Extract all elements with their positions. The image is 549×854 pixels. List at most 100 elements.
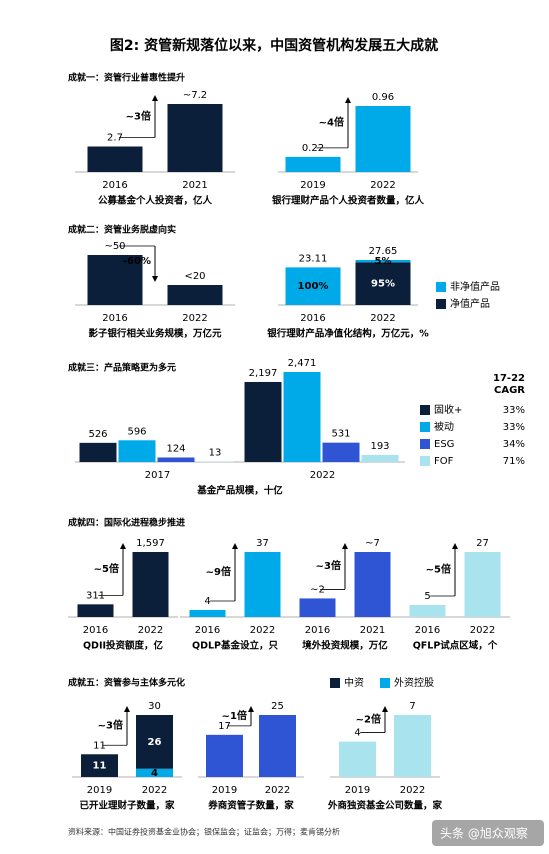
annotation: -60% bbox=[123, 256, 151, 267]
section-heading: 成就三：产品策略更为多元 bbox=[68, 362, 176, 374]
legend-swatch bbox=[420, 439, 430, 449]
bar bbox=[132, 552, 169, 617]
x-tick-label: 2017 bbox=[145, 470, 170, 481]
legend-swatch bbox=[420, 456, 430, 466]
bar bbox=[87, 146, 143, 172]
bar-segment bbox=[355, 260, 411, 263]
annotation: ~2倍 bbox=[356, 712, 381, 725]
x-tick-label: 2022 bbox=[310, 470, 335, 481]
x-label: QDLP基金设立，只 bbox=[192, 640, 278, 652]
legend-swatch bbox=[420, 422, 430, 432]
total-label: 23.11 bbox=[299, 253, 328, 264]
value-label: 2,197 bbox=[249, 368, 278, 379]
bar bbox=[167, 104, 223, 172]
bar bbox=[244, 552, 281, 617]
cagr-label: 33% bbox=[503, 422, 525, 433]
bar bbox=[206, 734, 243, 777]
legend-swatch bbox=[436, 299, 446, 309]
legend-label: 被动 bbox=[434, 420, 454, 433]
total-label: 27.65 bbox=[369, 246, 398, 257]
bar-segment bbox=[136, 768, 173, 777]
annotation: ~3倍 bbox=[316, 559, 341, 572]
x-label: 境外投资规模，万亿 bbox=[302, 640, 388, 652]
x-tick-label: 2016 bbox=[83, 625, 108, 636]
bar bbox=[244, 381, 282, 462]
value-label: 526 bbox=[88, 429, 107, 440]
bar bbox=[285, 156, 341, 172]
annotation: ~4倍 bbox=[319, 115, 344, 128]
x-label: QDII投资额度，亿 bbox=[83, 640, 164, 652]
x-tick-label: 2016 bbox=[195, 625, 220, 636]
value-label: 2,471 bbox=[288, 358, 317, 369]
x-tick-label: 2022 bbox=[138, 625, 163, 636]
x-tick-label: 2021 bbox=[182, 180, 207, 191]
cagr-label: 34% bbox=[503, 439, 525, 450]
bar bbox=[409, 604, 446, 617]
x-tick-label: 2022 bbox=[370, 180, 395, 191]
x-tick-label: 2021 bbox=[360, 625, 385, 636]
x-tick-label: 2022 bbox=[370, 313, 395, 324]
cagr-label: 71% bbox=[503, 456, 525, 467]
x-tick-label: 2019 bbox=[87, 785, 112, 796]
total-label: 30 bbox=[148, 701, 161, 712]
value-label: 2.7 bbox=[107, 133, 123, 144]
value-label: 311 bbox=[86, 590, 105, 601]
bar bbox=[355, 106, 411, 172]
bar bbox=[361, 454, 399, 462]
value-label: ~2 bbox=[310, 584, 325, 595]
x-tick-label: 2022 bbox=[250, 625, 275, 636]
x-tick-label: 2022 bbox=[265, 785, 290, 796]
x-label: 基金产品规模，十亿 bbox=[196, 485, 283, 497]
bar-segment bbox=[355, 262, 411, 305]
x-label: 银行理财产品个人投资者数量，亿人 bbox=[272, 195, 425, 207]
watermark-bg bbox=[432, 820, 544, 846]
x-label: 外商独资基金公司数量，家 bbox=[327, 800, 443, 812]
legend-label: ESG bbox=[434, 439, 454, 450]
bar-segment bbox=[81, 754, 118, 777]
bar bbox=[464, 552, 501, 617]
x-tick-label: 2022 bbox=[142, 785, 167, 796]
x-tick-label: 2019 bbox=[212, 785, 237, 796]
segment-label: 5% bbox=[375, 256, 392, 267]
x-tick-label: 2016 bbox=[415, 625, 440, 636]
bar bbox=[394, 715, 431, 777]
segment-label: 26 bbox=[148, 737, 162, 748]
watermark: 头条 @旭众观察 bbox=[440, 827, 528, 841]
bar bbox=[322, 442, 360, 462]
section-heading: 成就二：资管业务脱虚向实 bbox=[68, 224, 176, 236]
legend-label: 净值产品 bbox=[450, 297, 490, 310]
cagr-label: 33% bbox=[503, 405, 525, 416]
source: 资料来源：中国证券投资基金业协会；银保监会；证监会；万得；麦肯锡分析 bbox=[68, 827, 340, 837]
value-label: 17 bbox=[218, 721, 231, 732]
bar bbox=[87, 255, 143, 305]
bar bbox=[118, 440, 156, 462]
x-tick-label: 2016 bbox=[305, 625, 330, 636]
x-tick-label: 2022 bbox=[400, 785, 425, 796]
value-label: 124 bbox=[166, 443, 185, 454]
annotation: ~3倍 bbox=[98, 719, 123, 732]
value-label: ~50 bbox=[104, 241, 125, 252]
value-label: 0.22 bbox=[302, 143, 324, 154]
x-tick-label: 2022 bbox=[470, 625, 495, 636]
legend-label: 固收+ bbox=[434, 403, 462, 416]
value-label: 37 bbox=[256, 538, 269, 549]
annotation: ~9倍 bbox=[206, 565, 231, 578]
bar-segment bbox=[136, 715, 173, 769]
x-label: 影子银行相关业务规模，万亿元 bbox=[88, 328, 222, 340]
value-label: 4 bbox=[354, 728, 360, 739]
bar bbox=[79, 442, 117, 462]
segment-label: 100% bbox=[298, 281, 329, 292]
value-label: 596 bbox=[127, 426, 146, 437]
bar bbox=[299, 598, 336, 617]
x-tick-label: 2022 bbox=[182, 313, 207, 324]
value-label: 0.96 bbox=[372, 92, 394, 103]
segment-label: 95% bbox=[371, 279, 395, 290]
value-label: 4 bbox=[204, 596, 210, 607]
annotation: ~1倍 bbox=[222, 709, 247, 722]
value-label: <20 bbox=[184, 271, 205, 282]
section-heading: 成就一：资管行业普惠性提升 bbox=[68, 72, 185, 84]
total-label: 11 bbox=[93, 740, 106, 751]
section-heading: 成就四：国际化进程稳步推进 bbox=[68, 517, 185, 529]
legend-label: 中资 bbox=[344, 676, 364, 689]
value-label: ~7.2 bbox=[183, 90, 207, 101]
